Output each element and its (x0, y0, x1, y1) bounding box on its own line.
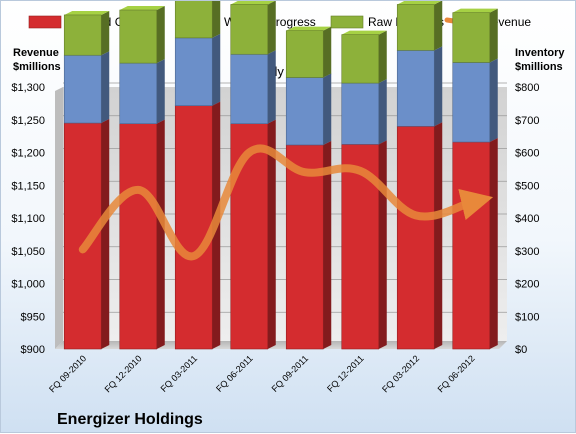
right-tick-label: $0 (515, 344, 527, 356)
x-tick-label: FQ 06-2011 (214, 353, 255, 394)
right-tick-label: $700 (515, 115, 539, 127)
x-tick-label: FQ 03-2011 (159, 353, 200, 394)
bar-finished-goods-side (378, 140, 387, 349)
bar-raw-materials-side (434, 1, 443, 51)
left-tick-label: $1,300 (11, 82, 45, 94)
left-tick-label: $1,100 (11, 213, 45, 225)
left-tick-label: $950 (21, 311, 45, 323)
left-tick-label: $1,150 (11, 180, 45, 192)
bar-work-in-progress (285, 77, 324, 146)
bar-work-in-progress (174, 37, 213, 106)
bar-raw-materials-top (64, 10, 110, 15)
bar-raw-materials-top (341, 30, 387, 35)
bar-work-in-progress-side (156, 59, 165, 124)
bar-finished-goods-side (323, 140, 332, 349)
right-tick-label: $100 (515, 311, 539, 323)
right-tick-label: $600 (515, 148, 539, 160)
bar-raw-materials-top (286, 26, 332, 31)
bar-raw-materials-side (101, 10, 110, 56)
right-tick-label: $200 (515, 279, 539, 291)
bar-work-in-progress-side (212, 33, 221, 106)
right-tick-label: $500 (515, 180, 539, 192)
x-tick-label: FQ 12-2011 (325, 353, 366, 394)
left-tick-label: $1,050 (11, 246, 45, 258)
company-name: Energizer Holdings (57, 411, 203, 428)
bar-finished-goods-side (267, 119, 276, 350)
bar-raw-materials (63, 14, 102, 56)
bar-raw-materials-side (489, 8, 498, 63)
bar-finished-goods-side (101, 119, 110, 350)
bar-work-in-progress-side (378, 79, 387, 145)
bar-finished-goods-side (434, 122, 443, 349)
bar-work-in-progress-side (267, 50, 276, 124)
legend-swatch-raw-materials (330, 15, 364, 29)
left-tick-label: $1,000 (11, 279, 45, 291)
revenue-line-layer (78, 144, 494, 261)
bar-raw-materials (174, 1, 213, 39)
bar-raw-materials (285, 30, 324, 78)
bar-raw-materials (230, 4, 269, 55)
bar-work-in-progress (63, 54, 102, 124)
right-tick-label: $400 (515, 213, 539, 225)
bar-finished-goods (230, 123, 269, 350)
left-tick-label: $900 (21, 344, 45, 356)
bar-work-in-progress (119, 62, 158, 124)
bar-finished-goods (452, 141, 491, 350)
bar-raw-materials-side (267, 1, 276, 55)
bar-finished-goods (174, 105, 213, 350)
right-axis-ticks: $0 $100 $200 $300 $400 $500 $600 $700 $800 (515, 82, 539, 356)
left-tick-label: $1,200 (11, 148, 45, 160)
bar-raw-materials-side (156, 6, 165, 64)
bar-raw-materials (452, 12, 491, 63)
bar-raw-materials-top (452, 8, 498, 13)
left-axis-title-line1: Revenue (13, 47, 59, 59)
bar-work-in-progress-side (489, 58, 498, 143)
right-axis-title-line1: Inventory (515, 47, 565, 59)
legend-swatch-finished-goods (28, 15, 62, 29)
left-tick-label: $1,250 (11, 115, 45, 127)
bars (63, 1, 498, 350)
bar-finished-goods (119, 123, 158, 350)
bar-work-in-progress-side (323, 73, 332, 145)
bar-raw-materials-top (397, 1, 442, 5)
bar-raw-materials (341, 34, 380, 84)
x-tick-label: FQ 09-2010 (47, 353, 88, 394)
bar-finished-goods-side (489, 138, 498, 349)
bar-raw-materials (119, 9, 158, 64)
plot-side-wall (55, 87, 63, 349)
bar-work-in-progress-side (101, 51, 110, 124)
bar-work-in-progress (452, 62, 491, 143)
right-axis-title-line2: $millions (515, 61, 563, 73)
bar-raw-materials-side (378, 30, 387, 84)
right-tick-label: $300 (515, 246, 539, 258)
bar-raw-materials-top (119, 6, 165, 11)
bar-work-in-progress (230, 53, 269, 124)
bar-raw-materials-side (212, 1, 221, 38)
plot-floor (55, 341, 507, 349)
revenue-line (78, 144, 494, 261)
bar-work-in-progress-side (434, 46, 443, 127)
bar-finished-goods (285, 144, 324, 350)
left-axis-title-line2: $millions (13, 61, 61, 73)
bar-raw-materials (396, 4, 435, 51)
right-tick-label: $800 (515, 82, 539, 94)
left-axis-ticks: $900 $950 $1,000 $1,050 $1,100 $1,150 $1,200 $1… (11, 82, 45, 356)
bar-finished-goods-side (156, 119, 165, 350)
bar-raw-materials-side (323, 26, 332, 78)
x-tick-label: FQ 03-2012 (380, 353, 421, 394)
bar-raw-materials-top (230, 1, 275, 5)
bar-work-in-progress (341, 82, 380, 145)
bar-work-in-progress (396, 50, 435, 127)
x-tick-label: FQ 09-2011 (270, 353, 311, 394)
x-axis-ticks: FQ 09-2010 FQ 12-2010 FQ 03-2011 FQ 06-2011… (47, 353, 477, 394)
x-tick-label: FQ 12-2010 (103, 353, 144, 394)
x-tick-label: FQ 06-2012 (436, 353, 477, 394)
bar-finished-goods (396, 126, 435, 350)
